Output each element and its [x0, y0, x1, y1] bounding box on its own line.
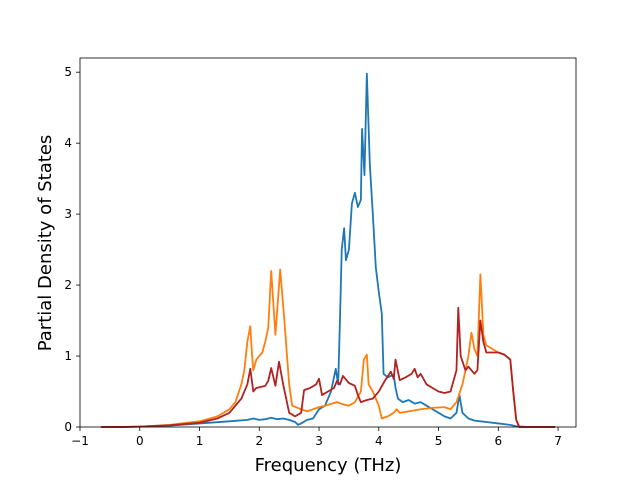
y-tick-label: 3	[64, 207, 72, 221]
x-tick-label: −1	[71, 434, 89, 448]
x-tick-label: 1	[196, 434, 204, 448]
y-tick-label: 0	[64, 420, 72, 434]
plot-lines	[100, 72, 556, 428]
x-tick-label: 0	[136, 434, 144, 448]
x-tick-label: 4	[375, 434, 383, 448]
x-tick-label: 3	[315, 434, 323, 448]
y-tick-label: 1	[64, 349, 72, 363]
y-tick-label: 2	[64, 278, 72, 292]
axes-frame	[79, 57, 577, 428]
x-ticks: −1 0 1 2 3 4 5 6 7	[71, 427, 562, 448]
x-tick-label: 5	[435, 434, 443, 448]
x-tick-label: 7	[554, 434, 562, 448]
x-tick-label: 6	[494, 434, 502, 448]
x-axis-label: Frequency (THz)	[255, 455, 402, 476]
series-line-1	[100, 72, 556, 428]
series-line-3	[100, 306, 556, 428]
y-tick-label: 5	[64, 65, 72, 79]
y-tick-label: 4	[64, 136, 72, 150]
x-tick-label: 2	[255, 434, 263, 448]
y-ticks: 0 1 2 3 4 5	[64, 65, 80, 434]
y-axis-label: Partial Density of States	[35, 135, 56, 352]
